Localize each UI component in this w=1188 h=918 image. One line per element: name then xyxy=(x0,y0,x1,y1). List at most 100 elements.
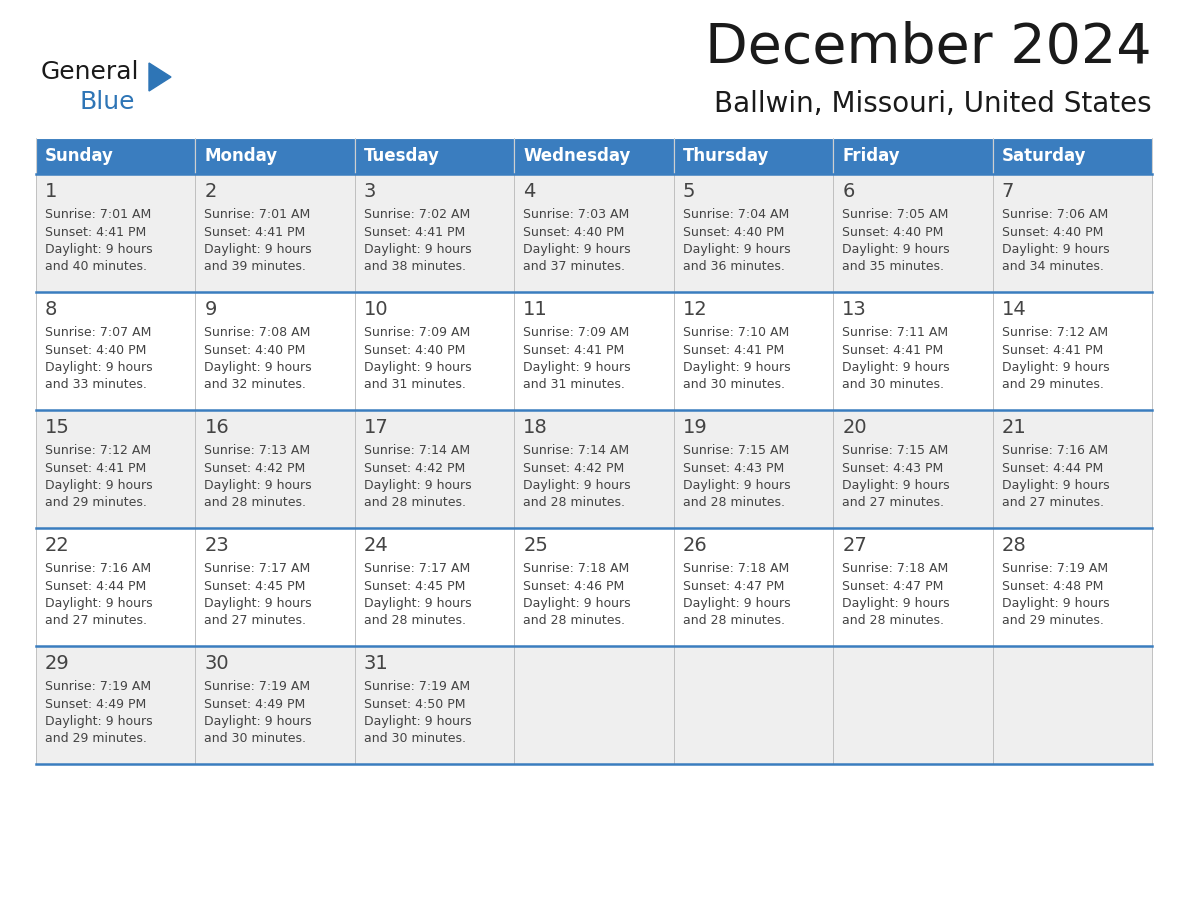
Text: Sunset: 4:46 PM: Sunset: 4:46 PM xyxy=(523,579,625,592)
Text: Sunset: 4:47 PM: Sunset: 4:47 PM xyxy=(683,579,784,592)
Bar xyxy=(355,174,514,292)
Text: 8: 8 xyxy=(45,300,57,319)
Text: Sunrise: 7:08 AM: Sunrise: 7:08 AM xyxy=(204,326,311,339)
Text: 5: 5 xyxy=(683,182,695,201)
Text: 10: 10 xyxy=(364,300,388,319)
Text: Wednesday: Wednesday xyxy=(523,147,631,165)
Text: and 28 minutes.: and 28 minutes. xyxy=(523,497,625,509)
Text: Sunrise: 7:19 AM: Sunrise: 7:19 AM xyxy=(1001,562,1107,575)
Text: Sunset: 4:40 PM: Sunset: 4:40 PM xyxy=(204,343,305,356)
Text: Sunset: 4:42 PM: Sunset: 4:42 PM xyxy=(523,462,625,475)
Bar xyxy=(992,292,1152,410)
Text: 13: 13 xyxy=(842,300,867,319)
Text: Sunset: 4:50 PM: Sunset: 4:50 PM xyxy=(364,698,466,711)
Text: Daylight: 9 hours: Daylight: 9 hours xyxy=(1001,597,1110,610)
Text: Sunset: 4:48 PM: Sunset: 4:48 PM xyxy=(1001,579,1102,592)
Text: Sunrise: 7:17 AM: Sunrise: 7:17 AM xyxy=(204,562,311,575)
Text: 15: 15 xyxy=(45,418,70,437)
Text: and 34 minutes.: and 34 minutes. xyxy=(1001,261,1104,274)
Text: Daylight: 9 hours: Daylight: 9 hours xyxy=(364,243,472,256)
Text: 30: 30 xyxy=(204,654,229,673)
Text: Ballwin, Missouri, United States: Ballwin, Missouri, United States xyxy=(714,90,1152,118)
Text: Daylight: 9 hours: Daylight: 9 hours xyxy=(842,479,949,492)
Bar xyxy=(514,138,674,174)
Text: Sunrise: 7:16 AM: Sunrise: 7:16 AM xyxy=(45,562,151,575)
Text: and 27 minutes.: and 27 minutes. xyxy=(1001,497,1104,509)
Text: Sunset: 4:40 PM: Sunset: 4:40 PM xyxy=(45,343,146,356)
Bar xyxy=(674,646,833,764)
Text: and 27 minutes.: and 27 minutes. xyxy=(45,614,147,628)
Text: Sunset: 4:47 PM: Sunset: 4:47 PM xyxy=(842,579,943,592)
Text: Daylight: 9 hours: Daylight: 9 hours xyxy=(842,597,949,610)
Text: and 28 minutes.: and 28 minutes. xyxy=(364,614,466,628)
Text: Tuesday: Tuesday xyxy=(364,147,440,165)
Text: Daylight: 9 hours: Daylight: 9 hours xyxy=(204,243,312,256)
Text: General: General xyxy=(42,60,139,84)
Text: Daylight: 9 hours: Daylight: 9 hours xyxy=(364,597,472,610)
Text: and 29 minutes.: and 29 minutes. xyxy=(45,497,147,509)
Text: Daylight: 9 hours: Daylight: 9 hours xyxy=(842,243,949,256)
Bar xyxy=(833,138,992,174)
Bar xyxy=(674,292,833,410)
Bar xyxy=(992,410,1152,528)
Text: and 27 minutes.: and 27 minutes. xyxy=(842,497,944,509)
Text: Sunset: 4:49 PM: Sunset: 4:49 PM xyxy=(45,698,146,711)
Text: Sunrise: 7:18 AM: Sunrise: 7:18 AM xyxy=(683,562,789,575)
Bar xyxy=(36,174,196,292)
Text: 17: 17 xyxy=(364,418,388,437)
Text: Thursday: Thursday xyxy=(683,147,769,165)
Text: 18: 18 xyxy=(523,418,548,437)
Text: 21: 21 xyxy=(1001,418,1026,437)
Text: Sunset: 4:41 PM: Sunset: 4:41 PM xyxy=(523,343,625,356)
Bar xyxy=(36,138,196,174)
Text: December 2024: December 2024 xyxy=(706,21,1152,75)
Text: and 35 minutes.: and 35 minutes. xyxy=(842,261,944,274)
Bar xyxy=(833,528,992,646)
Text: Sunrise: 7:05 AM: Sunrise: 7:05 AM xyxy=(842,208,948,221)
Text: Sunrise: 7:12 AM: Sunrise: 7:12 AM xyxy=(45,444,151,457)
Bar xyxy=(674,410,833,528)
Text: Daylight: 9 hours: Daylight: 9 hours xyxy=(1001,243,1110,256)
Text: Sunset: 4:41 PM: Sunset: 4:41 PM xyxy=(842,343,943,356)
Text: Sunrise: 7:19 AM: Sunrise: 7:19 AM xyxy=(364,680,470,693)
Bar xyxy=(674,138,833,174)
Text: 19: 19 xyxy=(683,418,708,437)
Text: Sunset: 4:49 PM: Sunset: 4:49 PM xyxy=(204,698,305,711)
Text: Saturday: Saturday xyxy=(1001,147,1086,165)
Text: Sunset: 4:45 PM: Sunset: 4:45 PM xyxy=(364,579,466,592)
Text: Sunrise: 7:03 AM: Sunrise: 7:03 AM xyxy=(523,208,630,221)
Bar xyxy=(514,646,674,764)
Text: 12: 12 xyxy=(683,300,708,319)
Text: Sunrise: 7:09 AM: Sunrise: 7:09 AM xyxy=(523,326,630,339)
Text: Daylight: 9 hours: Daylight: 9 hours xyxy=(1001,361,1110,374)
Text: and 29 minutes.: and 29 minutes. xyxy=(1001,378,1104,391)
Text: Sunset: 4:43 PM: Sunset: 4:43 PM xyxy=(683,462,784,475)
Text: 31: 31 xyxy=(364,654,388,673)
Text: Sunrise: 7:14 AM: Sunrise: 7:14 AM xyxy=(523,444,630,457)
Text: Daylight: 9 hours: Daylight: 9 hours xyxy=(523,243,631,256)
Bar xyxy=(36,292,196,410)
Text: Daylight: 9 hours: Daylight: 9 hours xyxy=(45,243,152,256)
Text: 14: 14 xyxy=(1001,300,1026,319)
Text: 16: 16 xyxy=(204,418,229,437)
Bar xyxy=(514,528,674,646)
Bar xyxy=(674,528,833,646)
Text: Daylight: 9 hours: Daylight: 9 hours xyxy=(683,361,790,374)
Bar xyxy=(992,646,1152,764)
Text: Daylight: 9 hours: Daylight: 9 hours xyxy=(683,243,790,256)
Text: Daylight: 9 hours: Daylight: 9 hours xyxy=(204,715,312,728)
Text: Sunrise: 7:18 AM: Sunrise: 7:18 AM xyxy=(523,562,630,575)
Text: Sunset: 4:43 PM: Sunset: 4:43 PM xyxy=(842,462,943,475)
Text: Sunrise: 7:06 AM: Sunrise: 7:06 AM xyxy=(1001,208,1108,221)
Text: 7: 7 xyxy=(1001,182,1013,201)
Text: Daylight: 9 hours: Daylight: 9 hours xyxy=(364,715,472,728)
Bar xyxy=(514,410,674,528)
Text: Daylight: 9 hours: Daylight: 9 hours xyxy=(204,361,312,374)
Text: 4: 4 xyxy=(523,182,536,201)
Text: Daylight: 9 hours: Daylight: 9 hours xyxy=(523,361,631,374)
Text: Blue: Blue xyxy=(78,90,134,114)
Bar xyxy=(674,174,833,292)
Text: and 29 minutes.: and 29 minutes. xyxy=(1001,614,1104,628)
Text: 1: 1 xyxy=(45,182,57,201)
Text: and 28 minutes.: and 28 minutes. xyxy=(842,614,944,628)
